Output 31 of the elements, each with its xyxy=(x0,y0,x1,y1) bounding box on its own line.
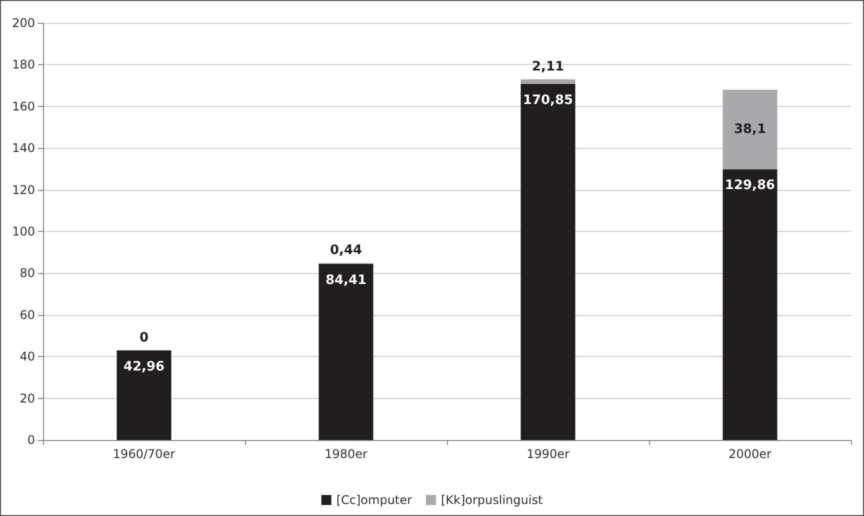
x-tick-label: 1990er xyxy=(526,447,570,461)
x-tick-label: 1960/70er xyxy=(112,447,176,461)
bar xyxy=(116,350,172,440)
y-tick-label: 120 xyxy=(12,182,35,197)
data-label: 0 xyxy=(139,330,149,346)
y-tick-label: 80 xyxy=(20,266,35,280)
data-label: 0,44 xyxy=(330,243,362,258)
data-label: 42,96 xyxy=(123,359,165,374)
legend-label: [Kk]orpuslinguist xyxy=(440,493,543,507)
y-tick-label: 160 xyxy=(12,99,35,114)
y-tick-label: 140 xyxy=(12,141,35,156)
data-label: 129,86 xyxy=(724,178,776,194)
bar xyxy=(722,90,778,170)
y-tick-label: 40 xyxy=(20,350,35,364)
y-tick-label: 180 xyxy=(12,58,35,72)
y-tick-label: 60 xyxy=(20,308,35,322)
data-label: 38,1 xyxy=(734,122,766,138)
bar xyxy=(520,84,576,440)
data-label: 170,85 xyxy=(522,92,574,108)
x-tick-label: 2000er xyxy=(728,447,772,461)
y-tick-label: 100 xyxy=(12,224,35,238)
data-label: 84,41 xyxy=(325,273,367,288)
data-label: 2,11 xyxy=(532,59,564,74)
y-tick-label: 20 xyxy=(20,391,35,406)
x-tick-label: 1980er xyxy=(324,447,368,461)
legend-label: [Cc]omputer xyxy=(336,493,412,507)
y-tick-label: 200 xyxy=(12,16,35,30)
bar xyxy=(722,169,778,440)
bar xyxy=(520,79,576,84)
bar xyxy=(318,264,374,440)
y-tick-label: 0 xyxy=(27,433,35,447)
